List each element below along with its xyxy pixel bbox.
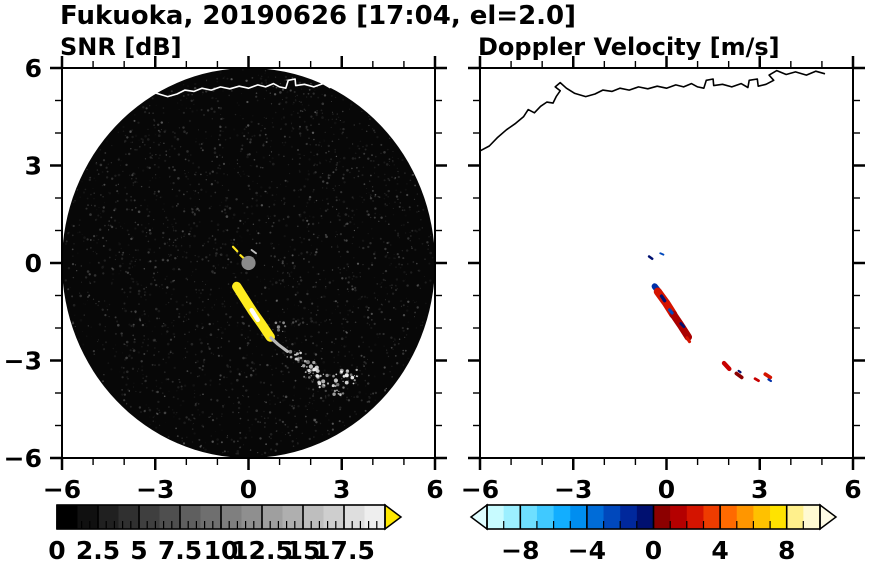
- x-tick-label: 0: [240, 475, 257, 504]
- colorbar-label: 2.5: [76, 536, 120, 565]
- y-tick-label: 6: [25, 54, 42, 83]
- x-tick-label: 0: [658, 475, 675, 504]
- x-tick-label: 6: [426, 475, 443, 504]
- x-tick-label: −6: [43, 475, 81, 504]
- snr-radar-plot: −6 −3 0 3 6 6 3 0 −3 −6: [4, 54, 447, 504]
- x-tick-label: 3: [751, 475, 768, 504]
- colorbar-label: 15: [286, 536, 321, 565]
- x-tick-label: 3: [333, 475, 350, 504]
- colorbar-label: 5: [130, 536, 147, 565]
- x-tick-label: −3: [136, 475, 174, 504]
- colorbar-label: 10: [204, 536, 239, 565]
- colorbar-label: −4: [568, 536, 606, 565]
- y-tick-label: −3: [4, 347, 42, 376]
- doppler-panel-title: Doppler Velocity [m/s]: [478, 33, 780, 61]
- colorbar-label: 4: [711, 536, 728, 565]
- doppler-radar-plot: −6 −3 0 3 6: [461, 56, 865, 504]
- x-tick-label: 6: [844, 475, 861, 504]
- x-tick-label: −6: [461, 475, 499, 504]
- colorbar-label: 8: [778, 536, 795, 565]
- doppler-colorbar: −8 −4 0 4 8: [469, 503, 838, 565]
- y-tick-label: 3: [25, 152, 42, 181]
- colorbar-label: 17.5: [313, 536, 375, 565]
- colorbar-label: 7.5: [158, 536, 202, 565]
- colorbar-label: 0: [645, 536, 662, 565]
- colorbar-label: 0: [48, 536, 65, 565]
- colorbar-label: 12.5: [231, 536, 293, 565]
- y-tick-label: 0: [25, 249, 42, 278]
- figure-title: Fukuoka, 20190626 [17:04, el=2.0]: [60, 1, 577, 31]
- colorbar-label: −8: [501, 536, 539, 565]
- snr-panel-title: SNR [dB]: [60, 33, 182, 61]
- x-tick-label: −3: [554, 475, 592, 504]
- y-tick-label: −6: [4, 444, 42, 473]
